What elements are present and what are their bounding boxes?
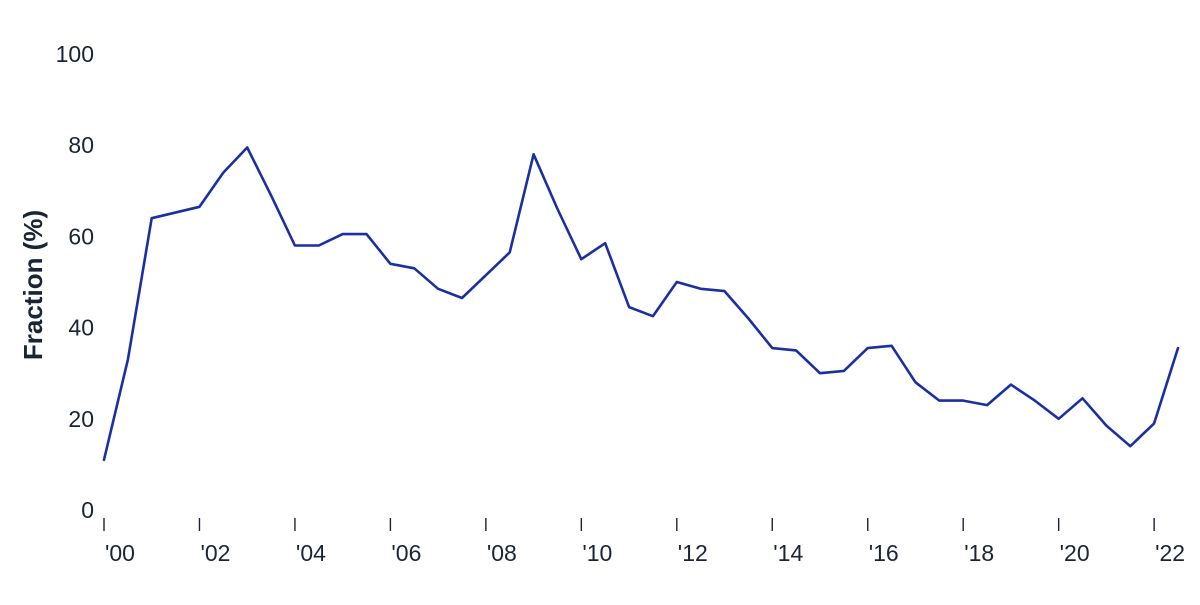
y-axis-title: Fraction (%) — [18, 210, 48, 360]
y-tick-label: 20 — [68, 406, 94, 432]
x-tick-label: '04 — [296, 540, 326, 566]
x-tick-label: '00 — [105, 540, 135, 566]
y-tick-label: 0 — [81, 497, 94, 523]
x-tick-label: '12 — [678, 540, 708, 566]
y-tick-label: 40 — [68, 315, 94, 341]
y-tick-label: 60 — [68, 223, 94, 249]
x-tick-label: '20 — [1060, 540, 1090, 566]
series-group — [102, 146, 1180, 462]
y-tick-label: 100 — [56, 41, 94, 67]
x-tick-label: '22 — [1155, 540, 1185, 566]
x-tick-label: '08 — [487, 540, 517, 566]
y-axis: 0 20 40 60 80 100 — [56, 41, 94, 523]
x-tick-label: '14 — [773, 540, 803, 566]
x-tick-label: '02 — [200, 540, 230, 566]
series-line — [102, 146, 1180, 462]
x-tick-label: '18 — [964, 540, 994, 566]
x-tick-label: '06 — [391, 540, 421, 566]
x-axis: '00 '02 '04 '06 '08 '10 '12 '14 '16 '18 '20 '22 — [103, 518, 1185, 566]
x-tick-label: '10 — [582, 540, 612, 566]
y-tick-label: 80 — [68, 132, 94, 158]
x-tick-label: '16 — [869, 540, 899, 566]
